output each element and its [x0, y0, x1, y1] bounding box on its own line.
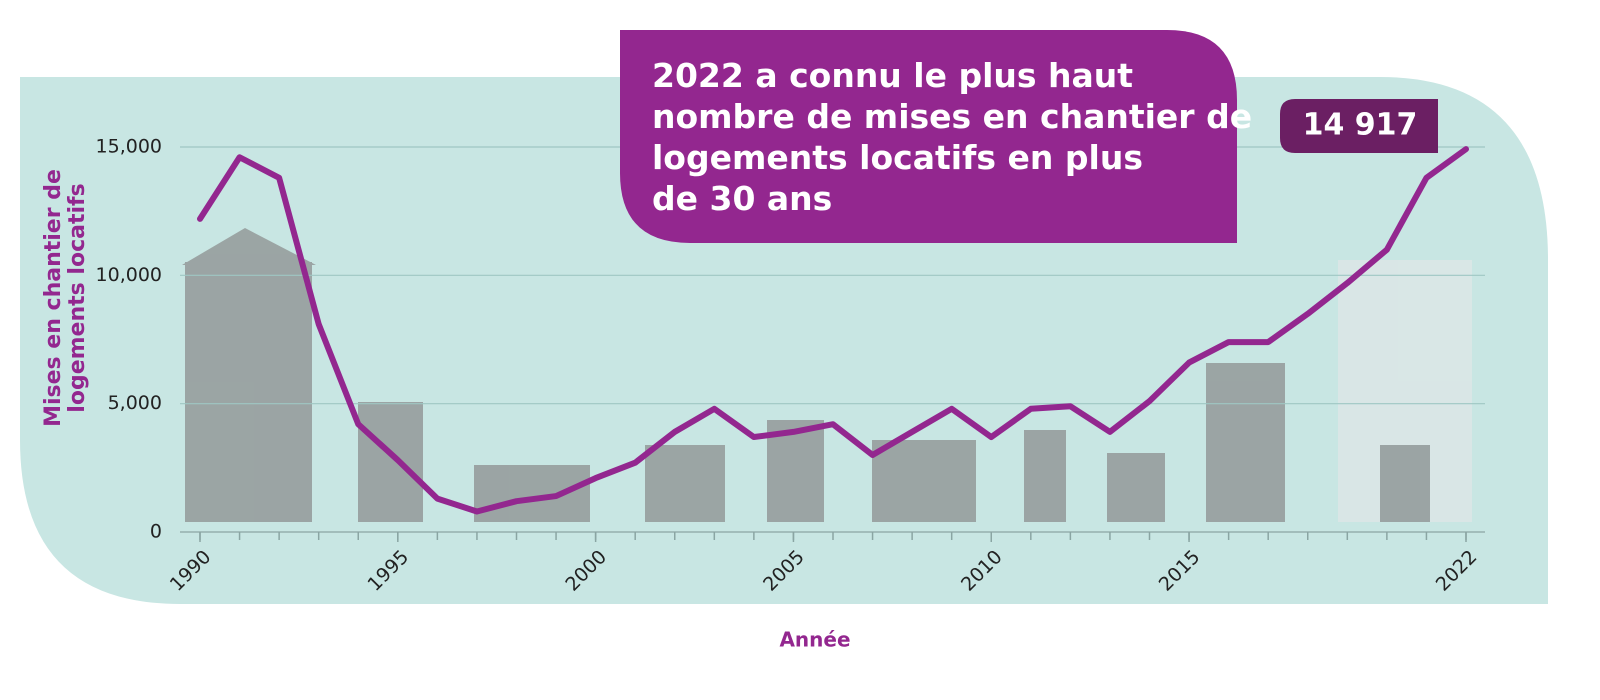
y-tick-label: 5,000 — [108, 392, 162, 414]
value-label: 14 917 — [1303, 108, 1418, 143]
x-axis-label: Année — [779, 628, 850, 652]
y-label-line: logements locatifs — [65, 183, 90, 412]
y-label-line: Mises en chantier de — [41, 169, 66, 427]
y-tick-label: 0 — [150, 521, 162, 543]
line-series — [197, 146, 1469, 515]
title-line: logements locatifs en plus — [652, 138, 1143, 177]
y-tick-label: 15,000 — [96, 136, 162, 158]
building-illustrations — [182, 228, 1472, 522]
title-line: nombre de mises en chantier de — [652, 97, 1252, 136]
y-axis-label: Mises en chantier delogements locatifs — [41, 169, 90, 427]
value-label-box — [1280, 99, 1438, 153]
title-line: de 30 ans — [652, 179, 832, 218]
chart-title: 2022 a connu le plus haut nombre de mises… — [652, 56, 1252, 218]
callout-box — [620, 30, 1237, 243]
title-line: 2022 a connu le plus haut — [652, 56, 1133, 95]
y-tick-label: 10,000 — [96, 264, 162, 286]
